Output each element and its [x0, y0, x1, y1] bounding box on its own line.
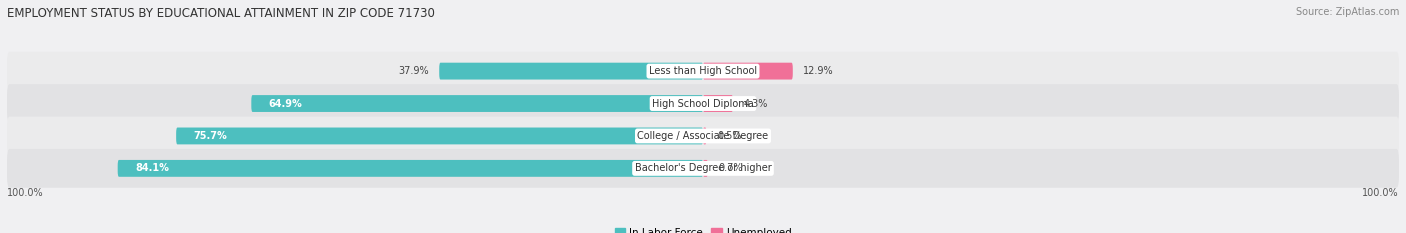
FancyBboxPatch shape — [7, 84, 1399, 123]
Text: 0.5%: 0.5% — [717, 131, 741, 141]
Text: 4.3%: 4.3% — [744, 99, 768, 109]
FancyBboxPatch shape — [439, 63, 703, 79]
FancyBboxPatch shape — [118, 160, 703, 177]
FancyBboxPatch shape — [703, 63, 793, 79]
Legend: In Labor Force, Unemployed: In Labor Force, Unemployed — [610, 224, 796, 233]
Text: EMPLOYMENT STATUS BY EDUCATIONAL ATTAINMENT IN ZIP CODE 71730: EMPLOYMENT STATUS BY EDUCATIONAL ATTAINM… — [7, 7, 434, 20]
Text: 12.9%: 12.9% — [803, 66, 834, 76]
FancyBboxPatch shape — [7, 149, 1399, 188]
FancyBboxPatch shape — [252, 95, 703, 112]
FancyBboxPatch shape — [703, 95, 733, 112]
Text: 0.7%: 0.7% — [718, 163, 742, 173]
Text: 100.0%: 100.0% — [1362, 188, 1399, 199]
FancyBboxPatch shape — [703, 127, 706, 144]
Text: 100.0%: 100.0% — [7, 188, 44, 199]
Text: High School Diploma: High School Diploma — [652, 99, 754, 109]
Text: College / Associate Degree: College / Associate Degree — [637, 131, 769, 141]
Text: Source: ZipAtlas.com: Source: ZipAtlas.com — [1295, 7, 1399, 17]
Text: 84.1%: 84.1% — [135, 163, 169, 173]
Text: 64.9%: 64.9% — [269, 99, 302, 109]
FancyBboxPatch shape — [7, 116, 1399, 155]
Text: 75.7%: 75.7% — [194, 131, 228, 141]
FancyBboxPatch shape — [176, 127, 703, 144]
FancyBboxPatch shape — [7, 52, 1399, 90]
Text: 37.9%: 37.9% — [398, 66, 429, 76]
FancyBboxPatch shape — [703, 160, 707, 177]
Text: Bachelor's Degree or higher: Bachelor's Degree or higher — [634, 163, 772, 173]
Text: Less than High School: Less than High School — [650, 66, 756, 76]
